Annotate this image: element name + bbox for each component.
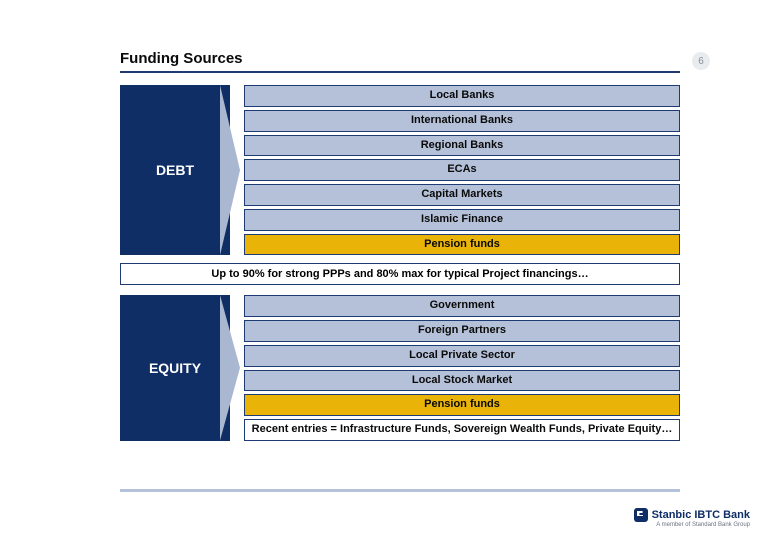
category-box: EQUITY [120,295,230,441]
row-item: Foreign Partners [244,320,680,342]
row-item: Government [244,295,680,317]
row-item: Pension funds [244,234,680,256]
section-caption: Up to 90% for strong PPPs and 80% max fo… [120,263,680,285]
rows-container: Local Banks International Banks Regional B… [244,85,680,255]
brand-logo: Stanbic IBTC Bank A member of Standard B… [634,508,750,522]
section-equity: EQUITY Government Foreign Partners Local Pr… [120,295,680,441]
row-item: Regional Banks [244,135,680,157]
chevron-right-icon [220,85,240,255]
logo-text: Stanbic IBTC Bank [652,509,750,521]
row-item: Local Banks [244,85,680,107]
row-item: Capital Markets [244,184,680,206]
page-number-badge: 6 [692,52,710,70]
page-title: Funding Sources [120,50,243,67]
rows-container: Government Foreign Partners Local Private … [244,295,680,441]
category-label: EQUITY [149,360,201,376]
row-item: Local Stock Market [244,370,680,392]
row-item: International Banks [244,110,680,132]
category-box: DEBT [120,85,230,255]
footer-rule [120,489,680,492]
row-item: Local Private Sector [244,345,680,367]
category-label: DEBT [156,162,194,178]
chevron-right-icon [220,295,240,441]
row-item: Recent entries = Infrastructure Funds, S… [244,419,680,441]
title-row: Funding Sources [120,50,680,73]
logo-flag-icon [634,508,648,522]
section-debt: DEBT Local Banks International Banks Region… [120,85,680,255]
row-item: ECAs [244,159,680,181]
logo-subtext: A member of Standard Bank Group [656,522,750,528]
row-item: Islamic Finance [244,209,680,231]
slide-content: Funding Sources 6 DEBTLocal BanksInterna… [120,50,680,449]
row-item: Pension funds [244,394,680,416]
